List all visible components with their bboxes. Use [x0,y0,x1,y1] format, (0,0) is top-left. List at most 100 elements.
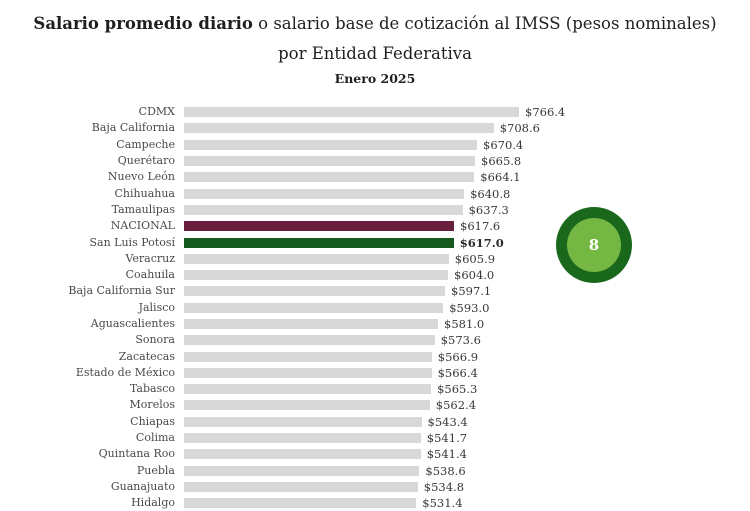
rank-badge: 8 [556,207,632,283]
row-label: NACIONAL [110,219,175,233]
page-title: Salario promedio diario o salario base d… [0,13,750,35]
chart-header: Salario promedio diario o salario base d… [0,0,750,86]
value-label: $664.1 [480,170,521,185]
value-label: $562.4 [435,398,477,413]
bar [184,351,432,362]
row-label: Tamaulipas [111,202,175,216]
value-label: $637.3 [468,202,509,217]
row-label: San Luis Potosí [89,235,175,249]
bar-row: Querétaro $665.8 [0,153,750,169]
bar-row: Chiapas $543.4 [0,414,750,430]
value-label: $617.0 [459,235,504,250]
value-label: $665.8 [481,154,522,169]
value-label: $566.9 [437,349,479,364]
value-label: $605.9 [454,251,496,266]
row-label: Sonora [135,333,175,347]
bar [184,433,421,444]
value-label: $538.6 [425,463,466,478]
row-label: Baja California [91,121,175,135]
bar [184,237,454,248]
row-label: Aguascalientes [90,317,175,330]
row-label: Baja California Sur [68,284,175,298]
bar [184,156,475,167]
bar [184,335,435,346]
bar-row: NACIONAL $617.6 [0,218,750,234]
bar [184,139,477,150]
bar-row: San Luis Potosí $617.0 [0,234,750,250]
bar [184,188,465,199]
bar [184,449,421,460]
bar-row: Aguascalientes $581.0 [0,316,750,332]
row-label: Chihuahua [114,186,175,200]
bar-row: Baja California Sur $597.1 [0,283,750,299]
row-label: Querétaro [117,154,175,168]
value-label: $581.0 [444,317,485,331]
bar [184,384,432,395]
bar [184,107,519,118]
row-label: Guanajuato [110,479,175,493]
bar [184,481,418,492]
bar [184,416,422,427]
value-label: $541.4 [426,447,467,462]
value-label: $534.8 [423,479,465,494]
value-label: $565.3 [437,382,478,397]
row-label: Estado de México [75,365,175,379]
row-label: Hidalgo [131,496,175,510]
value-label: $617.6 [460,219,501,234]
value-label: $531.4 [422,496,463,511]
bar-row: Chihuahua $640.8 [0,185,750,201]
row-label: Quintana Roo [98,447,175,461]
bar-row: Tamaulipas $637.3 [0,202,750,218]
row-label: Campeche [116,137,175,151]
value-label: $541.7 [426,431,468,446]
bar [184,204,463,215]
title-line2: por Entidad Federativa [278,44,472,63]
value-label: $593.0 [449,300,490,315]
bar-row: Quintana Roo $541.4 [0,446,750,462]
title-rest-segment: o salario base de cotización al IMSS (pe… [252,14,717,33]
bar-row: Coahuila $604.0 [0,267,750,283]
bar-rows: CDMX $766.4 Baja California $708.6 Campeche $… [0,104,750,511]
value-label: $597.1 [451,284,492,299]
bar-row: Nuevo León $664.1 [0,169,750,185]
bar-row: Sonora $573.6 [0,332,750,348]
bar-row: Jalisco $593.0 [0,300,750,316]
row-label: CDMX [138,105,175,119]
value-label: $566.4 [437,365,478,380]
chart-subtitle: Enero 2025 [334,71,416,86]
row-label: Tabasco [129,382,175,396]
bar [184,253,449,264]
bar-row: Hidalgo $531.4 [0,495,750,511]
bar-row: Colima $541.7 [0,430,750,446]
value-label: $573.6 [440,333,481,348]
bar [184,286,445,297]
bar-row: Morelos $562.4 [0,397,750,413]
bar-row: Estado de México $566.4 [0,365,750,381]
bar [184,302,444,313]
row-label: Chiapas [130,414,175,428]
bar [184,367,432,378]
bar-row: Puebla $538.6 [0,463,750,479]
bar [184,123,494,134]
row-label: Colima [135,431,175,445]
bar [184,221,454,232]
bar-row: Tabasco $565.3 [0,381,750,397]
bar-row: Guanajuato $534.8 [0,479,750,495]
bar-row: Baja California $708.6 [0,120,750,136]
bar-row: Veracruz $605.9 [0,251,750,267]
value-label: $766.4 [525,105,566,120]
row-label: Puebla [136,463,175,477]
bar-row: Zacatecas $566.9 [0,348,750,364]
title-bold-segment: Salario promedio diario [33,14,253,33]
bar-chart: CDMX $766.4 Baja California $708.6 Campeche $… [0,104,750,511]
bar-row: Campeche $670.4 [0,137,750,153]
row-label: Jalisco [138,300,175,314]
value-label: $708.6 [499,121,540,136]
row-label: Coahuila [125,268,175,282]
bar [184,465,420,476]
bar-row: CDMX $766.4 [0,104,750,120]
value-label: $640.8 [470,186,511,201]
bar [184,172,475,183]
value-label: $604.0 [454,268,495,283]
row-label: Veracruz [125,251,175,265]
